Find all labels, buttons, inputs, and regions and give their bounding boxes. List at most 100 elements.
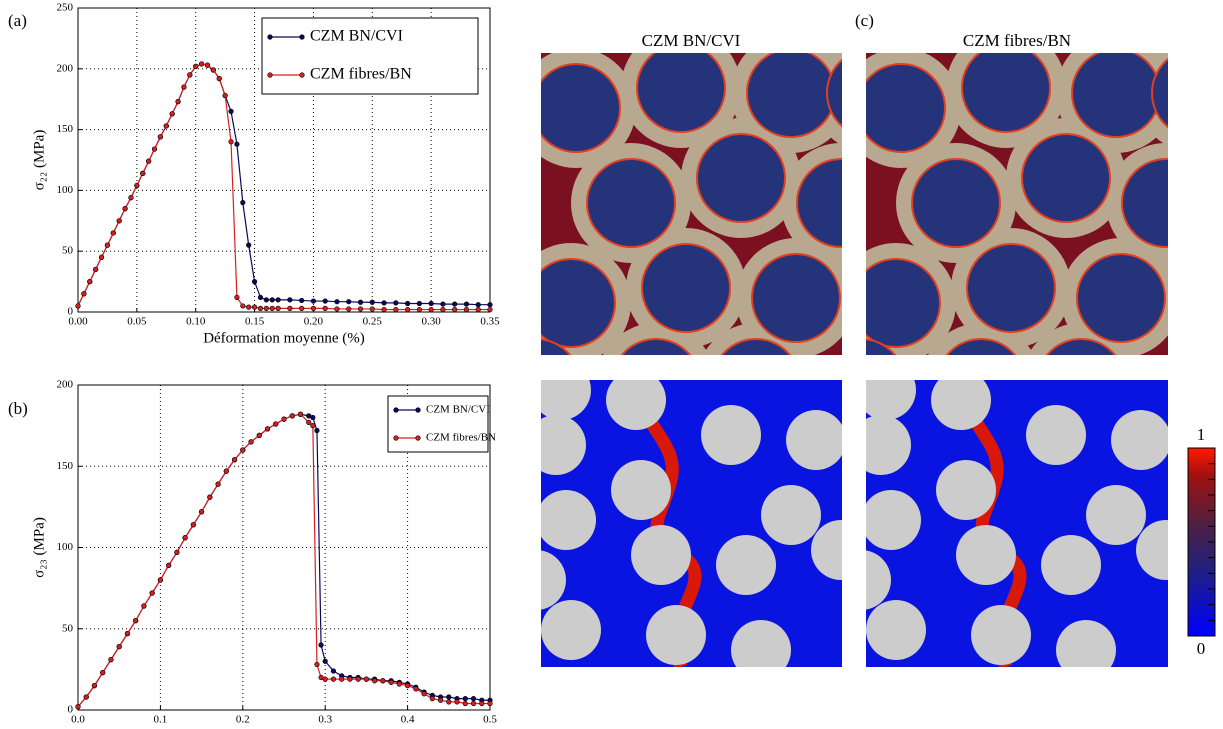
data-point — [437, 697, 444, 703]
data-point — [314, 427, 320, 434]
data-point — [446, 699, 452, 705]
data-point — [251, 279, 258, 285]
series-line — [77, 63, 490, 307]
data-point — [310, 423, 316, 429]
data-point — [134, 182, 140, 189]
data-point — [246, 242, 252, 248]
data-point — [98, 254, 105, 260]
data-point — [146, 158, 152, 164]
data-point — [216, 75, 222, 82]
data-point — [357, 306, 364, 312]
data-point — [452, 306, 458, 313]
fibre — [966, 243, 1056, 333]
fibre — [866, 338, 897, 355]
data-point — [275, 305, 281, 311]
data-point — [269, 305, 275, 311]
data-point — [421, 691, 427, 697]
y-axis-label: σ₂₂ (MPa) — [31, 130, 47, 191]
fibre — [1151, 57, 1168, 129]
data-point — [475, 306, 481, 313]
fibre — [1021, 133, 1111, 223]
data-point — [306, 419, 312, 425]
data-point — [330, 676, 337, 682]
data-point — [310, 298, 317, 304]
data-point — [210, 67, 216, 73]
y-tick-label: 200 — [57, 379, 74, 391]
data-point — [463, 301, 470, 307]
data-point — [346, 306, 352, 312]
micrograph — [541, 53, 842, 355]
colorbar-label: 0 — [1197, 639, 1206, 658]
data-point — [163, 123, 169, 129]
panel-label: (c) — [855, 11, 874, 30]
data-point — [263, 305, 269, 311]
y-tick-label: 100 — [57, 541, 74, 553]
fibre — [1026, 405, 1086, 465]
fibre — [866, 63, 946, 153]
data-point — [428, 306, 434, 313]
data-point — [416, 300, 422, 307]
micrographs — [541, 53, 1168, 667]
damage-map — [541, 380, 842, 667]
plot-frame — [77, 7, 491, 313]
data-point — [287, 297, 293, 303]
data-point — [175, 99, 181, 105]
fibre — [541, 338, 572, 355]
fibre — [826, 58, 842, 128]
data-point — [240, 303, 246, 309]
data-point — [297, 411, 304, 417]
data-point — [470, 696, 477, 702]
x-tick-label: 0.5 — [483, 714, 497, 726]
y-tick-label: 0 — [68, 704, 74, 716]
data-point — [75, 303, 81, 309]
data-point — [169, 111, 175, 117]
fibre — [751, 253, 841, 343]
fibre — [606, 380, 666, 430]
data-point — [257, 294, 264, 301]
data-point — [462, 700, 468, 707]
data-point — [463, 306, 470, 313]
fibre — [611, 460, 671, 520]
fibre — [811, 520, 842, 580]
legend — [387, 395, 489, 453]
data-point — [87, 279, 93, 285]
fibre — [541, 550, 566, 610]
data-point — [413, 686, 419, 692]
data-point — [405, 683, 411, 689]
fibre — [716, 535, 776, 595]
data-point — [330, 668, 337, 674]
x-tick-label: 0.2 — [236, 714, 250, 726]
data-point — [100, 670, 106, 676]
data-point — [269, 297, 275, 303]
data-point — [428, 300, 434, 307]
data-point — [108, 657, 114, 663]
fibre — [796, 158, 842, 248]
data-point — [231, 457, 238, 463]
data-point — [93, 266, 99, 273]
x-tick-label: 0.00 — [68, 316, 88, 328]
data-point — [440, 306, 446, 313]
data-point — [393, 306, 399, 313]
data-point — [104, 242, 111, 248]
fibre — [761, 485, 821, 545]
data-point — [181, 84, 187, 90]
fibre — [586, 158, 676, 248]
panel-label: (a) — [8, 11, 27, 30]
data-point — [347, 676, 353, 682]
series-line — [77, 63, 490, 311]
fibre — [541, 490, 596, 550]
legend-marker — [415, 435, 421, 441]
data-point — [275, 297, 281, 303]
data-point — [223, 468, 229, 474]
data-point — [240, 447, 246, 453]
data-point — [318, 642, 324, 648]
data-point — [372, 678, 378, 684]
fibre — [636, 53, 726, 133]
data-point — [281, 416, 287, 422]
data-point — [182, 535, 188, 541]
data-point — [128, 195, 134, 201]
micrograph — [866, 53, 1168, 355]
data-point — [256, 432, 262, 438]
fibre — [746, 53, 836, 138]
